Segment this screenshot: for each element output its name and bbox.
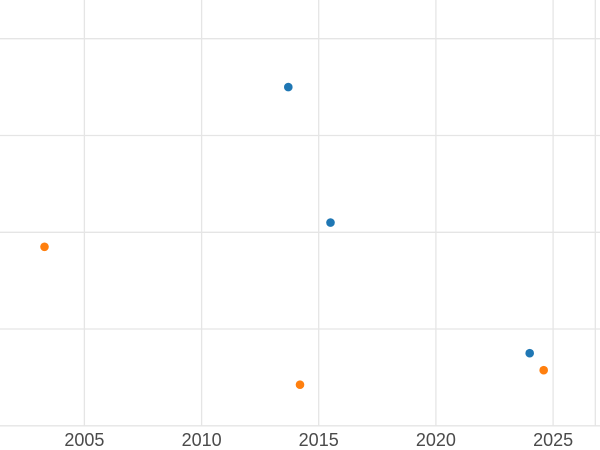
x-tick-label: 2015 xyxy=(299,430,339,450)
x-tick-label: 2010 xyxy=(182,430,222,450)
data-point-series-orange xyxy=(295,380,305,390)
x-tick-label: 2005 xyxy=(64,430,104,450)
data-point-series-orange xyxy=(539,365,548,375)
data-point-series-blue xyxy=(284,82,293,92)
x-tick-label: 2020 xyxy=(416,430,456,450)
data-point-series-blue xyxy=(525,348,534,358)
data-point-series-blue xyxy=(326,218,335,227)
x-tick-label: 2025 xyxy=(533,430,573,450)
data-point-series-orange xyxy=(40,242,49,252)
